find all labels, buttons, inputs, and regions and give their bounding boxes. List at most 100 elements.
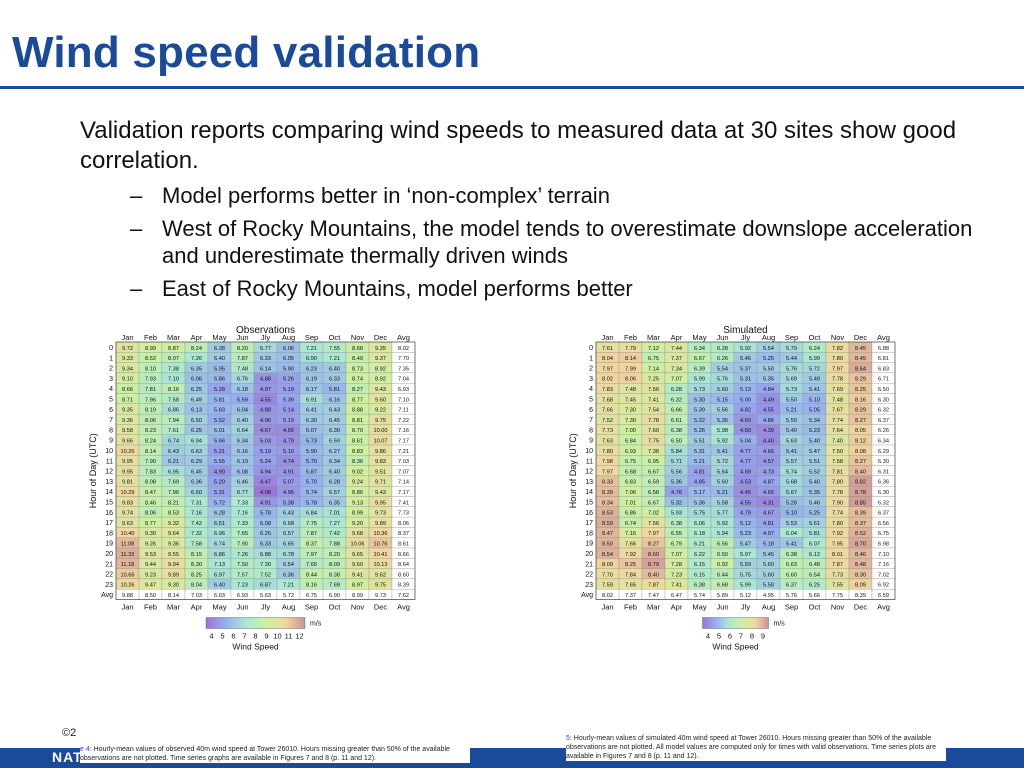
cell-value-label: 6.04 <box>786 531 797 537</box>
cell-value-label: 6.27 <box>329 449 340 455</box>
cell-value-label: 6.40 <box>329 469 340 475</box>
cell-value-label: 5.63 <box>260 593 271 599</box>
column-label-top: Nov <box>351 333 365 342</box>
cell-value-label: 5.77 <box>717 511 728 517</box>
cell-value-label: 6.43 <box>168 449 179 455</box>
row-label: 4 <box>589 386 593 393</box>
cell-value-label: 4.08 <box>260 490 271 496</box>
cell-value-label: 8.77 <box>145 521 156 527</box>
column-label-top: Jun <box>236 333 248 342</box>
row-label: 1 <box>109 355 113 362</box>
row-label: 17 <box>585 520 593 527</box>
cell-value-label: 6.79 <box>671 542 682 548</box>
colorbar-unit: m/s <box>310 621 322 628</box>
row-label: 6 <box>109 407 113 414</box>
cell-value-label: 7.88 <box>329 542 340 548</box>
cell-value-label: 10.26 <box>121 449 135 455</box>
column-label-bottom: Oct <box>809 603 822 612</box>
cell-value-label: 8.24 <box>191 346 202 352</box>
row-label: 20 <box>585 551 593 558</box>
caption-label: 5: <box>566 735 572 742</box>
cell-value-label: 5.25 <box>809 511 820 517</box>
cell-value-label: 8.50 <box>602 542 613 548</box>
cell-value-label: 6.25 <box>809 583 820 589</box>
cell-value-label: 6.28 <box>671 387 682 393</box>
cell-value-label: 5.74 <box>786 469 797 475</box>
cell-value-label: 8.14 <box>168 593 179 599</box>
cell-value-label: 6.37 <box>786 583 797 589</box>
cell-value-label: 8.30 <box>191 562 202 568</box>
cell-value-label: 4.68 <box>740 469 751 475</box>
cell-value-label: 5.32 <box>671 500 682 506</box>
cell-value-label: 5.46 <box>809 500 820 506</box>
cell-value-label: 7.01 <box>329 511 340 517</box>
cell-value-label: 7.74 <box>832 418 843 424</box>
cell-value-label: 7.97 <box>602 366 613 372</box>
column-label-bottom: Jly <box>741 603 750 612</box>
cell-value-label: 6.63 <box>786 562 797 568</box>
cell-value-label: 6.93 <box>625 449 636 455</box>
cell-value-label: 9.36 <box>168 542 179 548</box>
cell-value-label: 4.91 <box>260 500 271 506</box>
cell-value-label: 6.06 <box>191 377 202 383</box>
colorbar-tick-label: 10 <box>273 632 281 641</box>
cell-value-label: 6.60 <box>786 572 797 578</box>
cell-value-label: 6.40 <box>214 356 225 362</box>
cell-value-label: 8.19 <box>145 408 156 414</box>
row-label: 23 <box>105 582 113 589</box>
cell-value-label: 7.82 <box>832 346 843 352</box>
colorbar-tick-label: 7 <box>739 632 743 641</box>
cell-value-label: 6.07 <box>809 542 820 548</box>
cell-value-label: 8.25 <box>855 387 866 393</box>
column-label-top: Mar <box>647 333 660 342</box>
cell-value-label: 6.28 <box>717 346 728 352</box>
cell-value-label: 8.81 <box>352 418 363 424</box>
cell-value-label: 6.75 <box>306 593 317 599</box>
cell-value-label: 10.76 <box>374 542 388 548</box>
cell-value-label: 7.78 <box>832 377 843 383</box>
cell-value-label: 6.26 <box>260 531 271 537</box>
cell-value-label: 8.66 <box>122 387 133 393</box>
cell-value-label: 9.24 <box>352 480 363 486</box>
cell-value-label: 6.54 <box>283 562 294 568</box>
cell-value-label: 7.06 <box>625 490 636 496</box>
cell-value-label: 4.74 <box>283 459 294 465</box>
column-label-bottom: Apr <box>191 603 203 612</box>
cell-value-label: 6.59 <box>648 480 659 486</box>
cell-value-label: 5.68 <box>786 480 797 486</box>
cell-value-label: 6.59 <box>878 593 889 599</box>
row-label: 22 <box>585 572 593 579</box>
column-label-bottom: Mar <box>647 603 660 612</box>
cell-value-label: 5.70 <box>306 459 317 465</box>
cell-value-label: 6.06 <box>694 521 705 527</box>
cell-value-label: 6.30 <box>329 428 340 434</box>
colorbar-unit: m/s <box>774 621 786 628</box>
cell-value-label: 7.23 <box>237 583 248 589</box>
cell-value-label: 7.54 <box>648 408 659 414</box>
cell-value-label: 6.59 <box>329 439 340 445</box>
cell-value-label: 9.02 <box>352 469 363 475</box>
cell-value-label: 7.84 <box>625 572 636 578</box>
caption-label: e 4: <box>80 746 92 753</box>
cell-value-label: 7.16 <box>191 511 202 517</box>
cell-value-label: 8.77 <box>352 397 363 403</box>
column-label-top: Sep <box>785 333 798 342</box>
cell-value-label: 7.26 <box>191 356 202 362</box>
sub-bullet-2: – West of Rocky Mountains, the model tend… <box>130 215 1000 269</box>
row-label: Avg <box>581 592 593 599</box>
cell-value-label: 6.26 <box>878 428 889 434</box>
cell-value-label: 7.01 <box>625 500 636 506</box>
cell-value-label: 6.63 <box>191 449 202 455</box>
cell-value-label: 7.78 <box>648 418 659 424</box>
cell-value-label: 5.34 <box>809 418 820 424</box>
cell-value-label: 6.47 <box>671 593 682 599</box>
row-label: 11 <box>586 458 593 465</box>
cell-value-label: 7.69 <box>329 583 340 589</box>
cell-value-label: 6.45 <box>329 418 340 424</box>
cell-value-label: 7.96 <box>168 490 179 496</box>
cell-value-label: 5.40 <box>809 439 820 445</box>
cell-value-label: 9.73 <box>375 511 386 517</box>
cell-value-label: 7.55 <box>329 346 340 352</box>
cell-value-label: 6.16 <box>237 449 248 455</box>
cell-value-label: 5.69 <box>786 377 797 383</box>
